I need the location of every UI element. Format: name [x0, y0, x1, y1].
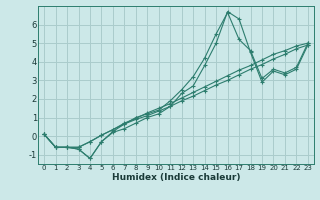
X-axis label: Humidex (Indice chaleur): Humidex (Indice chaleur) [112, 173, 240, 182]
